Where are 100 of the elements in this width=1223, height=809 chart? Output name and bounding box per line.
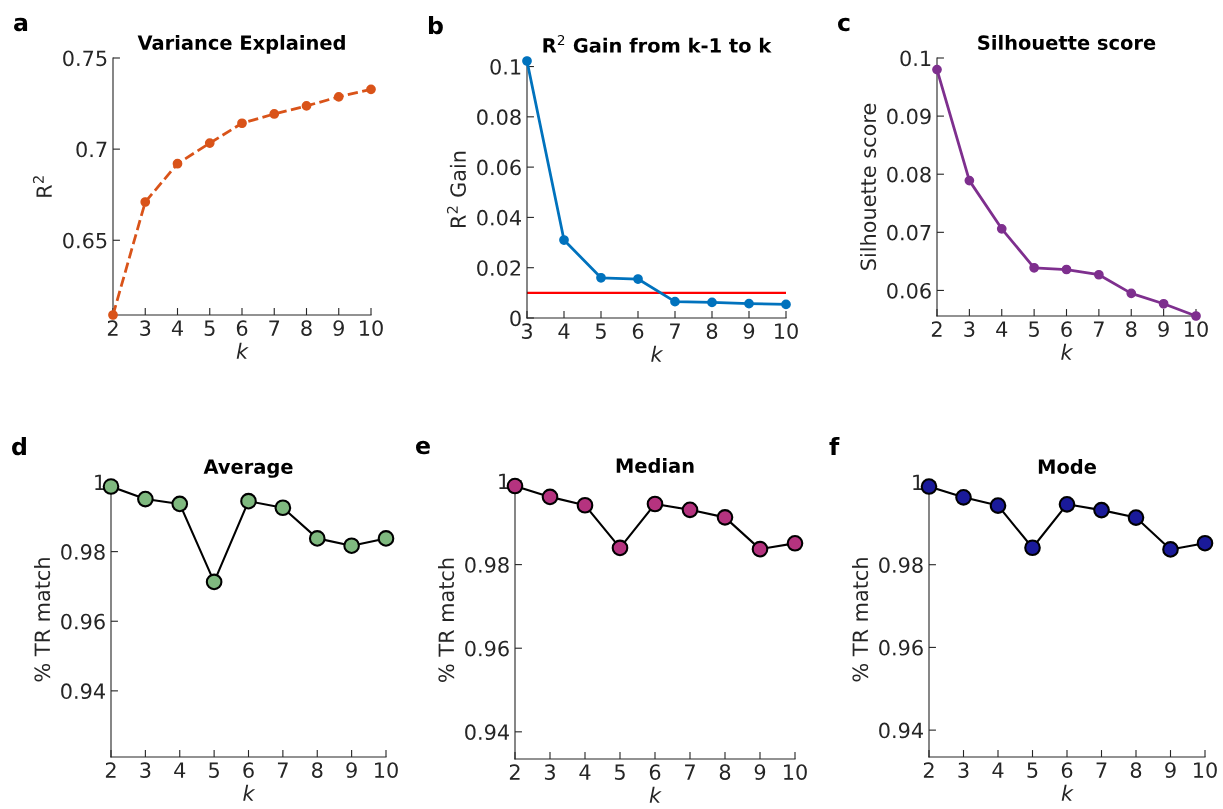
point (1158, 298, 1169, 309)
x-axis-title: k (236, 342, 249, 359)
x-tick-label: 8 (1126, 321, 1137, 337)
y-tick-label: 0.08 (477, 109, 521, 126)
x-tick-label: 10 (1194, 762, 1217, 778)
x-tick-label: 7 (685, 764, 695, 780)
y-tick-label: 0.09 (887, 108, 931, 125)
y-tick-label: 0.08 (887, 166, 931, 183)
x-tick-label: 2 (509, 764, 520, 780)
y-tick-label: 0.96 (465, 640, 509, 657)
chart-title: Variance Explained (137, 34, 345, 54)
x-tick-label: 9 (754, 764, 766, 780)
point (204, 138, 215, 148)
x-tick-label: 5 (614, 764, 625, 780)
x-tick-label: 4 (579, 764, 591, 780)
y-tick-label: 0.04 (477, 209, 521, 226)
point (932, 64, 942, 75)
x-tick-label: 3 (521, 323, 532, 339)
x-tick-label: 10 (784, 764, 807, 780)
x-tick-label: 3 (544, 764, 555, 780)
point (333, 91, 344, 102)
x-tick-label: 9 (346, 762, 357, 778)
x-tick-label: 9 (743, 323, 755, 339)
text: b (428, 16, 443, 35)
y-tick-label: 0.65 (63, 232, 107, 249)
x-tick-label: 6 (1061, 321, 1072, 337)
point (1126, 288, 1137, 299)
x-tick-label: 10 (360, 320, 383, 336)
point (1094, 269, 1104, 280)
y-tick-label: 0.02 (477, 260, 521, 276)
x-axis-title: k (1061, 784, 1074, 801)
x-tick-label: 2 (931, 321, 942, 337)
y-tick-label: 1 (95, 474, 105, 490)
text: a (14, 17, 28, 32)
y-axis-title: Silhouette score (860, 103, 877, 270)
point (140, 197, 151, 207)
x-tick-label: 3 (964, 321, 975, 337)
point (237, 118, 247, 129)
x-tick-label: 5 (1029, 321, 1039, 337)
chart-title: R$^{2}$ Gain from k-1 to k (543, 34, 772, 53)
point (781, 299, 791, 310)
chart-title: Average (203, 459, 293, 478)
x-tick-label: 8 (719, 764, 731, 780)
y-tick-label: 0.7 (76, 141, 107, 158)
point (1061, 264, 1072, 275)
x-tick-label: 4 (174, 762, 186, 778)
x-tick-label: 2 (923, 762, 934, 778)
y-tick-label: 0.96 (61, 613, 105, 630)
x-tick-label: 10 (775, 323, 798, 339)
y-tick-label: 0.75 (63, 50, 107, 67)
x-tick-label: 8 (312, 762, 323, 778)
point (596, 272, 606, 283)
x-tick-label: 4 (992, 762, 1004, 778)
x-tick-label: 3 (140, 762, 151, 778)
y-tick-label: 0.1 (490, 58, 521, 75)
x-tick-label: 8 (1130, 762, 1142, 778)
x-tick-label: 6 (236, 320, 248, 336)
x-tick-label: 7 (277, 762, 288, 778)
point (964, 175, 975, 186)
text: d (12, 437, 26, 456)
x-tick-label: 10 (375, 762, 398, 778)
x-tick-label: 5 (1027, 762, 1038, 778)
x-tick-label: 10 (1185, 321, 1208, 337)
chart-title: Silhouette score (978, 34, 1156, 50)
text: f (829, 437, 840, 455)
x-tick-label: 9 (1158, 321, 1169, 337)
x-axis-title: k (651, 345, 664, 362)
y-axis-title: % TR match (438, 558, 455, 682)
y-tick-label: 0 (510, 310, 521, 327)
point (559, 235, 569, 245)
x-tick-label: 3 (140, 320, 151, 336)
y-axis-title: R$^{2}$ (32, 176, 52, 197)
point (301, 101, 312, 111)
x-tick-label: 9 (333, 320, 344, 336)
text: e (416, 440, 430, 455)
x-tick-label: 6 (649, 764, 661, 780)
y-tick-label: 0.94 (879, 722, 923, 739)
x-axis-title: k (649, 786, 662, 803)
point (707, 297, 717, 308)
y-tick-label: 0.98 (879, 557, 923, 573)
x-tick-label: 7 (269, 320, 280, 336)
point (744, 298, 754, 309)
x-tick-label: 4 (558, 323, 570, 339)
text: c (838, 17, 850, 32)
y-tick-label: 0.98 (61, 544, 105, 560)
x-tick-label: 6 (632, 323, 644, 339)
x-tick-label: 8 (706, 323, 718, 339)
x-axis-title: k (1061, 343, 1074, 360)
y-tick-label: 0.98 (465, 557, 509, 573)
point (996, 223, 1007, 234)
y-axis-title: % TR match (34, 558, 51, 682)
chart-title: Mode (1038, 458, 1096, 474)
x-tick-label: 5 (204, 320, 215, 336)
x-tick-label: 4 (996, 321, 1008, 337)
x-tick-label: 4 (171, 320, 183, 336)
x-tick-label: 2 (105, 762, 116, 778)
x-tick-label: 7 (1093, 321, 1104, 337)
point (172, 158, 183, 169)
x-tick-label: 9 (1165, 762, 1176, 778)
x-tick-label: 5 (209, 762, 219, 778)
